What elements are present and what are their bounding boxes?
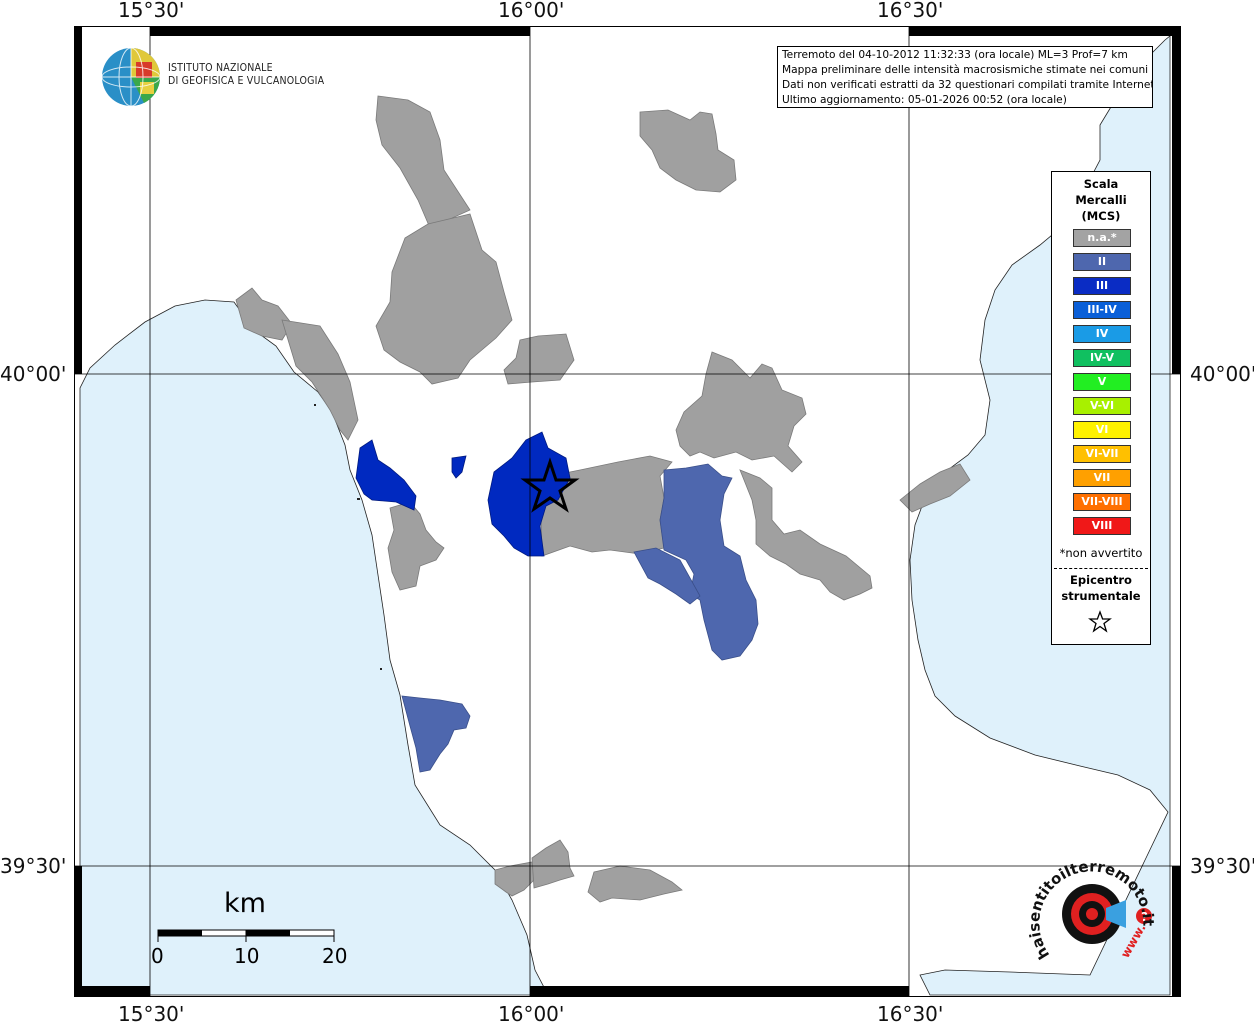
- legend-swatch-vi: VI: [1073, 421, 1131, 439]
- graticule: [74, 26, 1180, 996]
- legend-swatch-viii: VIII: [1073, 517, 1131, 535]
- lat-tick-left-2: 39°30': [0, 854, 67, 878]
- legend-title-line2: Mercalli: [1075, 193, 1127, 207]
- lon-tick-bottom-3: 16°30': [877, 1002, 944, 1026]
- legend-epicenter-line2: strumentale: [1061, 589, 1141, 603]
- legend-title-line1: Scala: [1083, 177, 1119, 191]
- lat-tick-right-2: 39°30': [1190, 854, 1254, 878]
- legend-title-line3: (MCS): [1081, 209, 1121, 223]
- svg-text:?: ?: [1141, 910, 1148, 924]
- lon-tick-bottom-1: 15°30': [118, 1002, 185, 1026]
- legend-epicenter-label: Epicentro strumentale: [1052, 572, 1150, 604]
- lon-tick-top-1: 15°30': [118, 0, 185, 22]
- mcs-legend: Scala Mercalli (MCS) n.a.* II III III-IV IV I…: [1051, 171, 1151, 645]
- legend-swatch-vii-viii: VII-VIII: [1073, 493, 1131, 511]
- legend-swatch-iv-v: IV-V: [1073, 349, 1131, 367]
- ingv-name-line1: ISTITUTO NAZIONALE: [168, 62, 273, 74]
- legend-swatch-vii: VII: [1073, 469, 1131, 487]
- tyrrhenian-sea: [79, 299, 549, 996]
- legend-swatch-iv: IV: [1073, 325, 1131, 343]
- haisentito-logo: ? haisentitoilterremoto.it www.: [1028, 857, 1157, 962]
- legend-swatch-v: V: [1073, 373, 1131, 391]
- legend-swatch-n-a: n.a.*: [1073, 229, 1131, 247]
- scale-label-20: 20: [322, 944, 348, 968]
- legend-swatch-iii: III: [1073, 277, 1131, 295]
- event-info-line3: Dati non verificati estratti da 32 quest…: [782, 79, 1153, 91]
- event-info-line1: Terremoto del 04-10-2012 11:32:33 (ora l…: [782, 49, 1128, 61]
- lat-tick-right-1: 40°00': [1190, 362, 1254, 386]
- lon-tick-top-2: 16°00': [498, 0, 565, 22]
- event-info-box: Terremoto del 04-10-2012 11:32:33 (ora l…: [777, 46, 1153, 108]
- scale-unit: km: [224, 888, 266, 919]
- ingv-name: ISTITUTO NAZIONALE DI GEOFISICA E VULCAN…: [168, 62, 324, 88]
- legend-swatch-iii-iv: III-IV: [1073, 301, 1131, 319]
- haisentito-prefix: www.: [1118, 921, 1149, 960]
- legend-title: Scala Mercalli (MCS): [1052, 176, 1150, 224]
- lon-tick-bottom-2: 16°00': [498, 1002, 565, 1026]
- ingv-name-line2: DI GEOFISICA E VULCANOLOGIA: [168, 75, 325, 87]
- scale-bar: [157, 929, 335, 942]
- legend-epicenter-line1: Epicentro: [1070, 573, 1132, 587]
- comuni-intensity-II: [401, 463, 759, 773]
- frame-ticks: [74, 26, 1180, 996]
- event-info-line2: Mappa preliminare delle intensità macros…: [782, 64, 1149, 76]
- event-info-line4: Ultimo aggiornamento: 05-01-2026 00:52 (…: [782, 94, 1067, 106]
- legend-separator: [1054, 568, 1148, 569]
- legend-not-felt-note: *non avvertito: [1059, 546, 1143, 560]
- epicenter-star-icon: [1088, 610, 1112, 633]
- legend-swatch-ii: II: [1073, 253, 1131, 271]
- epicenter-star: [520, 457, 580, 513]
- scale-label-10: 10: [234, 944, 260, 968]
- legend-swatch-v-vi: V-VI: [1073, 397, 1131, 415]
- lat-tick-left-1: 40°00': [0, 362, 67, 386]
- legend-swatch-vi-vii: VI-VII: [1073, 445, 1131, 463]
- lon-tick-top-3: 16°30': [877, 0, 944, 22]
- scale-label-0: 0: [151, 944, 164, 968]
- ingv-logo: [101, 48, 161, 107]
